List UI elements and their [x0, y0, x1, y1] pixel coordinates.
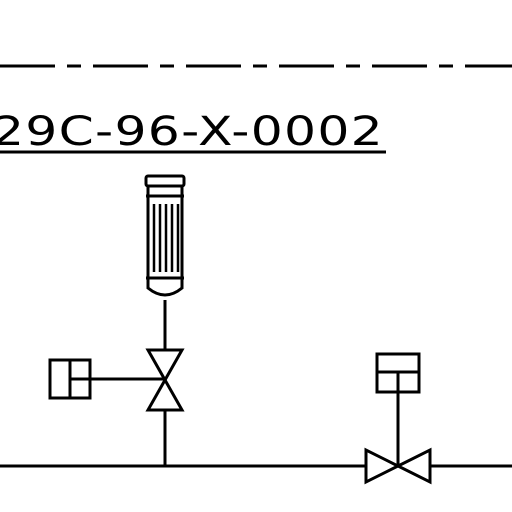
globe-valve-icon[interactable] — [145, 348, 185, 412]
vertical-cartridge-filter-icon[interactable] — [144, 174, 186, 297]
equipment-tag-label: 29C-96-X-0002 — [0, 109, 384, 155]
control-valve-icon[interactable] — [364, 352, 432, 485]
actuator-box-icon[interactable] — [48, 358, 165, 400]
